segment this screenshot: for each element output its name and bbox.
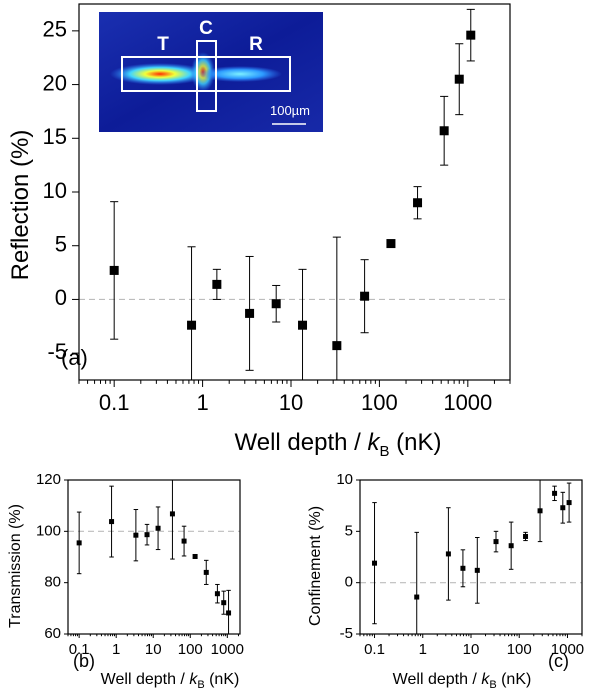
data-point-marker — [386, 239, 396, 249]
data-point-marker — [372, 560, 378, 566]
inset-transmitted-beam — [110, 63, 210, 85]
data-point-marker — [332, 341, 342, 351]
panel-c-label: (c) — [548, 651, 569, 671]
y-tick-label: 5 — [345, 522, 353, 539]
inset-label-t: T — [157, 34, 169, 55]
data-point-marker — [144, 532, 150, 538]
x-tick-label: 10 — [463, 641, 480, 658]
y-tick-label: 120 — [36, 471, 61, 488]
panel-a-x-axis-label: Well depth / kB (nK) — [235, 429, 442, 460]
x-tick-label: 100 — [507, 641, 532, 658]
y-tick-label: -5 — [340, 625, 353, 642]
data-point-marker — [76, 540, 82, 546]
y-tick-label: 10 — [336, 471, 353, 488]
x-tick-label: 10 — [279, 390, 303, 415]
y-tick-label: 15 — [43, 124, 67, 149]
panel-a-label: (a) — [61, 345, 88, 370]
x-tick-label: 1 — [419, 641, 427, 658]
panel-a-x-ticks: 0.1 1 10 100 1000 — [78, 380, 511, 415]
y-tick-label: 25 — [43, 17, 67, 42]
panel-a-data-points — [109, 8, 476, 380]
y-tick-label: -5 — [47, 339, 67, 364]
y-tick-label: 60 — [44, 625, 61, 642]
data-point-marker — [226, 610, 232, 616]
x-tick-label: 1 — [196, 390, 208, 415]
panel-c-x-axis-label: Well depth / kB (nK) — [393, 671, 532, 691]
panel-b-axes-frame — [67, 479, 241, 635]
data-point-marker — [109, 519, 115, 525]
inset-reflected-beam — [198, 66, 282, 82]
inset-region-box — [121, 56, 291, 92]
panel-b-data-points — [76, 480, 232, 634]
data-point-marker — [537, 508, 543, 514]
data-point-marker — [203, 569, 209, 575]
data-point-marker — [454, 74, 464, 84]
data-point-marker — [169, 511, 175, 517]
y-tick-label: 100 — [36, 522, 61, 539]
x-tick-label: 0.1 — [99, 390, 130, 415]
data-point-marker — [413, 198, 423, 208]
panel-c-y-ticks: -5 0 5 10 — [336, 471, 360, 642]
data-point-marker — [192, 553, 198, 559]
data-point-marker — [566, 500, 572, 506]
data-point-marker — [133, 532, 139, 538]
panel-b-y-ticks: 60 80 100 120 — [36, 471, 68, 642]
panel-c-axes-frame — [359, 479, 583, 635]
absorption-image-inset: T C R 100µm — [99, 12, 323, 132]
panel-b-x-axis-label: Well depth / kB (nK) — [101, 671, 240, 691]
data-point-marker — [212, 279, 222, 289]
x-tick-label: 100 — [361, 390, 398, 415]
panel-b-transmission: 0.1 1 10 100 1000 60 80 100 120 (b) Transmissio… — [7, 471, 244, 691]
y-tick-label: 0 — [345, 574, 353, 591]
x-tick-label: 1000 — [211, 641, 244, 658]
x-tick-label: 0.1 — [69, 641, 90, 658]
y-tick-label: 20 — [43, 70, 67, 95]
x-tick-label: 1000 — [443, 390, 492, 415]
panel-b-label: (b) — [73, 651, 95, 671]
data-point-marker — [298, 320, 308, 330]
x-tick-label: 100 — [178, 641, 203, 658]
inset-center-box — [196, 40, 217, 112]
data-point-marker — [474, 567, 480, 573]
data-point-marker — [508, 543, 514, 549]
data-point-marker — [360, 291, 370, 301]
y-tick-label: 0 — [55, 285, 67, 310]
data-point-marker — [560, 505, 566, 511]
data-point-marker — [214, 591, 220, 597]
data-point-marker — [187, 320, 197, 330]
panel-a-y-axis-label: Reflection (%) — [7, 130, 34, 281]
data-point-marker — [221, 600, 227, 606]
data-point-marker — [445, 551, 451, 557]
data-point-marker — [414, 594, 420, 600]
panel-a-y-ticks: -5 0 5 10 15 20 25 — [43, 17, 79, 364]
panel-c-data-points — [372, 479, 572, 634]
data-point-marker — [271, 299, 281, 309]
data-point-marker — [155, 525, 161, 531]
inset-label-r: R — [249, 34, 263, 55]
data-point-marker — [523, 533, 529, 539]
data-point-marker — [439, 126, 449, 136]
data-point-marker — [493, 539, 499, 545]
panel-b-y-axis-label: Transmission (%) — [7, 504, 24, 628]
x-tick-label: 1000 — [551, 641, 584, 658]
inset-scale-bar-label: 100µm — [270, 103, 310, 118]
inset-label-c: C — [199, 18, 213, 39]
x-tick-label: 0.1 — [364, 641, 385, 658]
y-tick-label: 80 — [44, 574, 61, 591]
panel-a-reflection: 0.1 1 10 100 1000 -5 0 5 10 15 20 25 T C R 100µm (… — [7, 3, 511, 460]
y-tick-label: 5 — [55, 232, 67, 257]
panel-c-y-axis-label: Confinement (%) — [307, 506, 324, 626]
y-tick-label: 10 — [43, 178, 67, 203]
data-point-marker — [109, 265, 119, 275]
data-point-marker — [466, 30, 476, 40]
data-point-marker — [245, 308, 255, 318]
panel-c-confinement: 0.1 1 10 100 1000 -5 0 5 10 (c) Confinement (%)… — [307, 471, 584, 691]
data-point-marker — [460, 565, 466, 571]
x-tick-label: 10 — [145, 641, 162, 658]
data-point-marker — [552, 490, 558, 496]
x-tick-label: 1 — [112, 641, 120, 658]
data-point-marker — [181, 538, 187, 544]
panel-a-axes-frame — [78, 3, 511, 381]
